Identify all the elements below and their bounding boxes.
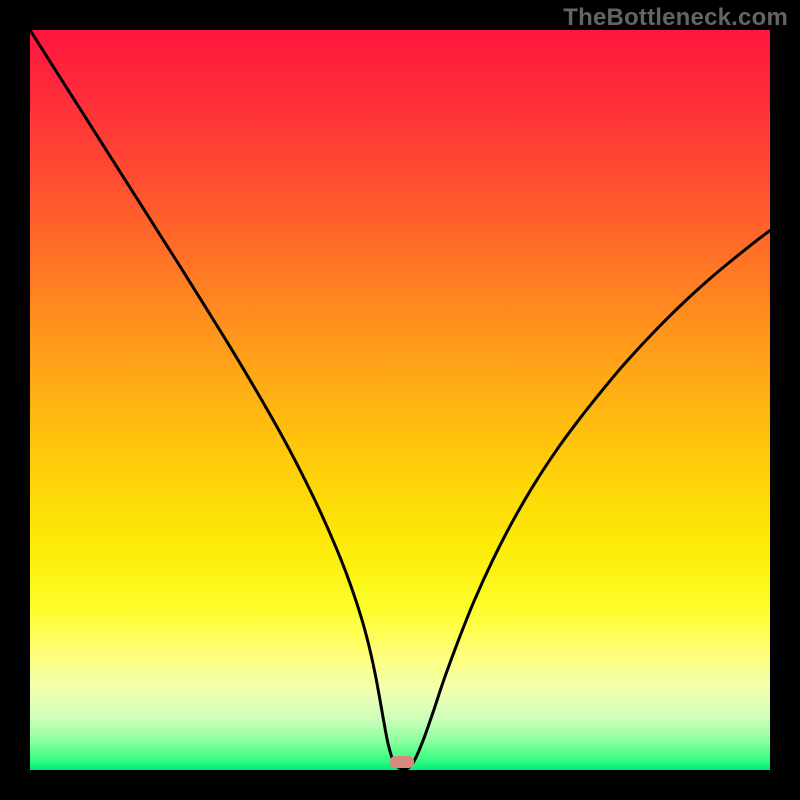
plot-area	[30, 30, 770, 770]
watermark-text: TheBottleneck.com	[563, 4, 788, 32]
optimal-marker	[390, 756, 414, 768]
chart-frame: TheBottleneck.com	[0, 0, 800, 800]
bottleneck-curve	[30, 30, 770, 770]
